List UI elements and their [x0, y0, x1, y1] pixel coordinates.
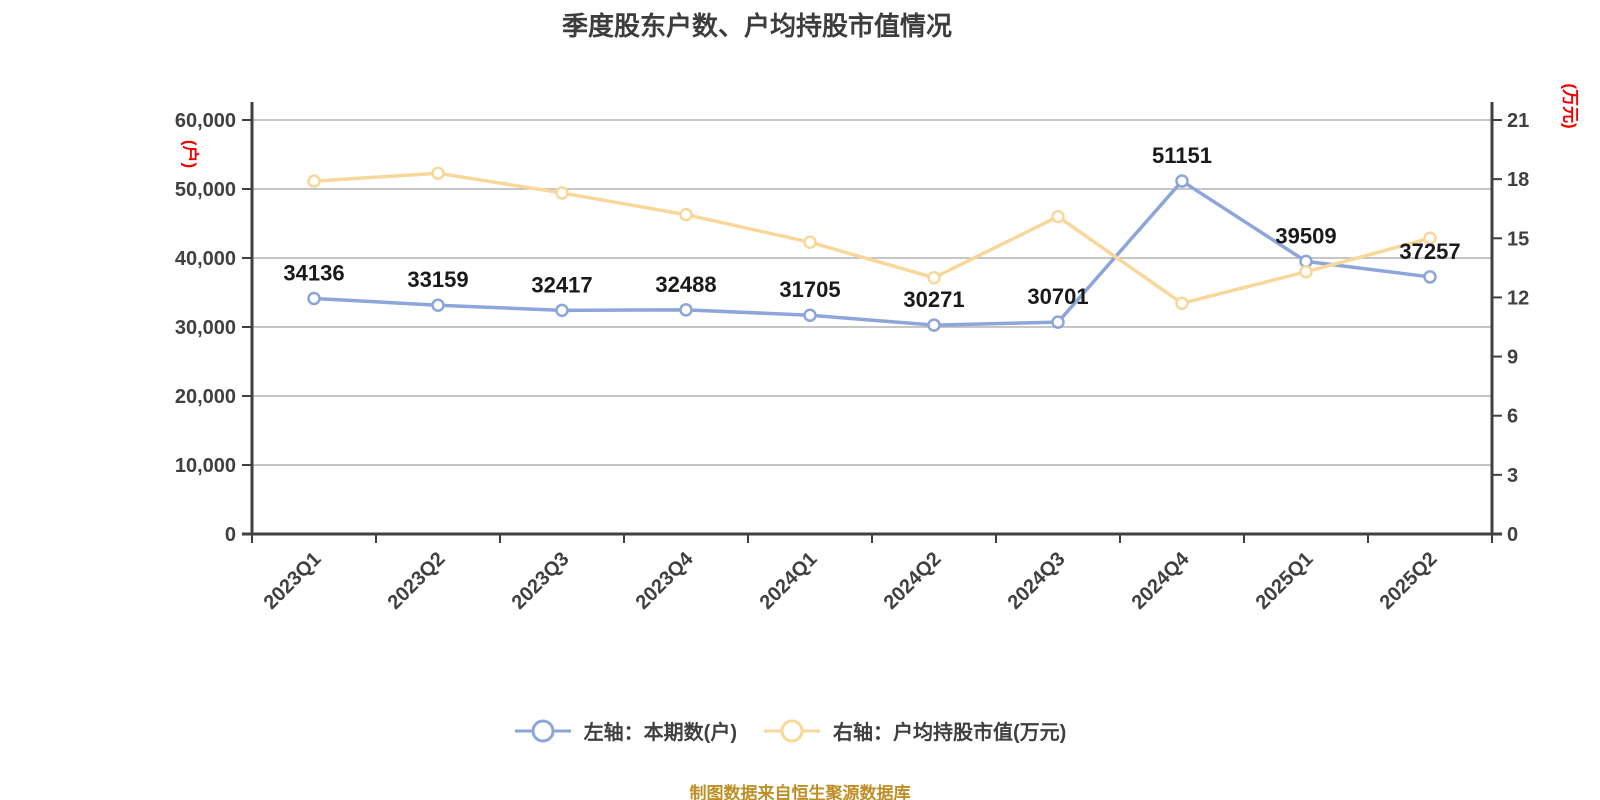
line-series-marker-icon — [514, 719, 571, 742]
data-point-marker — [927, 318, 941, 332]
line-series-marker-icon — [764, 719, 820, 742]
legend-marker-circle — [780, 719, 804, 742]
right-axis-tick-label: 0 — [1507, 524, 1518, 546]
left-axis-tick-label: 10,000 — [175, 455, 236, 477]
data-point-label: 32417 — [531, 272, 592, 297]
data-point-label: 39509 — [1275, 223, 1336, 248]
left-axis-tick-label: 50,000 — [175, 179, 236, 201]
data-point-label: 37257 — [1399, 239, 1460, 264]
chart-title: 季度股东户数、户均持股市值情况 — [561, 11, 952, 41]
data-point-marker — [555, 303, 569, 318]
left-axis-tick-label: 20,000 — [175, 386, 236, 408]
data-point-marker — [1051, 315, 1065, 329]
footer-note: 制图数据来自恒生聚源数据库 — [689, 784, 911, 800]
data-point-marker — [1175, 174, 1189, 188]
x-axis-category-label: 2025Q2 — [1376, 548, 1442, 614]
data-point-marker — [307, 291, 321, 306]
data-point-marker — [679, 207, 693, 222]
data-point-marker — [927, 270, 941, 285]
data-point-marker — [307, 174, 321, 188]
legend-marker-circle — [531, 719, 555, 742]
legend-label-right-axis: 右轴：户均持股市值(万元) — [833, 722, 1067, 744]
data-point-label: 34136 — [283, 260, 344, 285]
data-point-marker — [1051, 209, 1065, 224]
data-point-marker — [431, 166, 445, 180]
x-axis-category-label: 2023Q1 — [260, 548, 326, 614]
data-point-marker — [803, 308, 817, 322]
left-axis-tick-label: 40,000 — [175, 248, 236, 270]
data-point-label: 51151 — [1152, 143, 1212, 168]
left-axis-tick-label: 30,000 — [175, 317, 236, 339]
data-point-marker — [803, 235, 817, 249]
x-axis-category-label: 2023Q2 — [384, 548, 450, 614]
right-axis-tick-label: 3 — [1507, 465, 1518, 487]
data-point-marker — [555, 186, 569, 200]
x-axis-category-label: 2024Q1 — [756, 548, 822, 614]
legend-item-left-axis[interactable]: 左轴：本期数(户) — [514, 716, 737, 745]
x-axis-category-label: 2024Q3 — [1004, 548, 1070, 614]
left-axis-unit-label: (户) — [181, 140, 201, 168]
x-axis-category-label: 2025Q1 — [1252, 548, 1318, 614]
series-line-1 — [312, 171, 1432, 306]
right-axis-tick-label: 21 — [1507, 110, 1529, 132]
left-axis-tick-label: 0 — [225, 524, 236, 546]
data-point-marker — [431, 298, 445, 312]
data-point-marker — [679, 303, 693, 317]
x-axis-category-label: 2023Q3 — [508, 548, 574, 614]
legend: 左轴：本期数(户) 右轴：户均持股市值(万元) — [0, 716, 1580, 745]
data-point-marker — [1423, 231, 1437, 246]
data-point-label: 30271 — [903, 287, 964, 312]
x-axis-category-label: 2024Q4 — [1128, 547, 1195, 614]
right-axis-tick-label: 6 — [1507, 406, 1518, 428]
data-point-marker — [1175, 296, 1189, 311]
data-point-label: 33159 — [407, 267, 468, 292]
x-axis-category-label: 2024Q2 — [880, 548, 946, 614]
data-point-marker — [1299, 265, 1313, 279]
right-axis-unit-label: (万元) — [1561, 83, 1580, 128]
data-point-label: 30701 — [1027, 284, 1088, 309]
right-axis-tick-label: 12 — [1507, 287, 1529, 309]
x-axis-category-label: 2023Q4 — [632, 547, 699, 614]
data-point-label: 31705 — [779, 277, 840, 302]
plot-area: 0 10,000 20,000 30,000 40,000 50,000 60,000 0 3 6… — [175, 83, 1580, 614]
legend-label-left-axis: 左轴：本期数(户) — [583, 722, 737, 744]
data-point-marker — [1423, 270, 1437, 284]
series-line-0 — [312, 179, 1432, 327]
data-point-label: 32488 — [655, 272, 716, 297]
right-axis-tick-label: 9 — [1507, 347, 1518, 369]
left-axis-tick-label: 60,000 — [175, 110, 236, 132]
right-axis-tick-label: 18 — [1507, 169, 1529, 191]
legend-item-right-axis[interactable]: 右轴：户均持股市值(万元) — [763, 716, 1066, 745]
right-axis-tick-label: 15 — [1507, 228, 1529, 250]
